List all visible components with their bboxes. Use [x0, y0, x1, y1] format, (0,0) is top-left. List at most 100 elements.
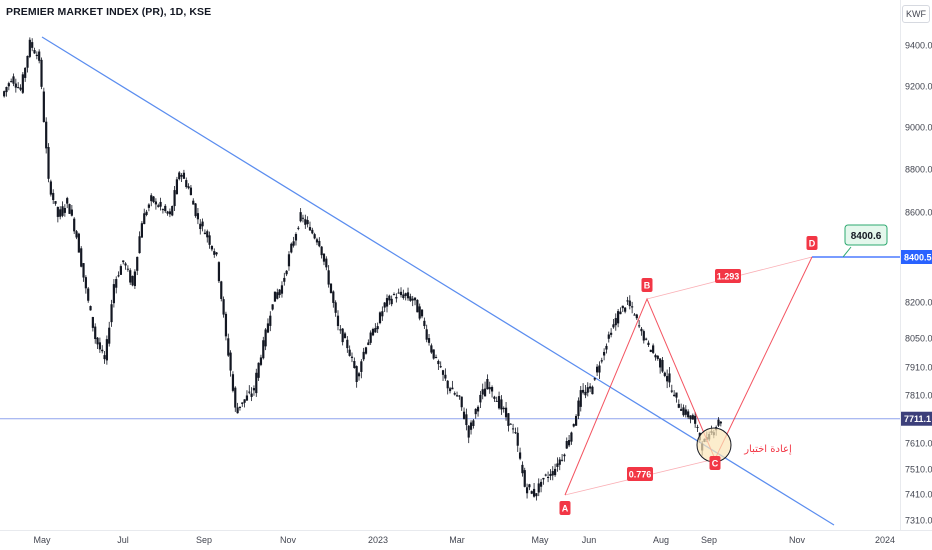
price-candle: [598, 365, 601, 373]
price-candle: [161, 209, 165, 211]
price-candle: [166, 211, 169, 214]
price-candle: [455, 395, 459, 397]
price-candle: [565, 441, 568, 449]
price-candle: [418, 306, 421, 319]
price-candle: [514, 432, 517, 434]
price-candle: [670, 390, 673, 392]
harmonic-point-d-bg: [806, 236, 818, 250]
price-candle: [59, 209, 62, 217]
price-candle: [112, 284, 115, 304]
price-candle: [680, 409, 683, 411]
price-candle: [346, 339, 349, 349]
price-candle: [495, 400, 498, 402]
price-candle: [388, 295, 391, 301]
harmonic-point-b: B: [641, 278, 653, 292]
price-candle: [229, 352, 232, 371]
price-candle: [537, 483, 540, 493]
price-candle: [684, 409, 687, 415]
x-tick-label: Jun: [582, 535, 597, 545]
x-tick-label: Nov: [280, 535, 297, 545]
price-candle: [521, 464, 524, 474]
price-candle: [185, 180, 188, 188]
price-candle: [652, 345, 655, 353]
price-candle: [661, 360, 664, 372]
price-candle: [360, 361, 363, 372]
price-candle: [395, 296, 398, 299]
harmonic-point-c-bg: [709, 456, 721, 470]
price-candle: [430, 345, 433, 353]
price-candle: [465, 414, 468, 426]
price-candle: [666, 376, 669, 382]
price-candle: [220, 281, 223, 299]
price-candle: [423, 320, 426, 327]
price-candle: [621, 305, 624, 309]
price-candle: [175, 179, 179, 195]
target-price-label-bg: [901, 250, 932, 264]
price-candle: [334, 302, 337, 313]
price-candle: [248, 391, 251, 393]
price-candle: [19, 87, 22, 90]
price-candle: [574, 415, 578, 426]
price-candle: [35, 54, 38, 56]
price-candle: [182, 172, 186, 179]
last-price-label-text: 7711.1: [904, 414, 931, 424]
price-candle: [245, 395, 249, 401]
price-candle: [586, 387, 589, 393]
ratio-label-ac: 0.776: [627, 467, 653, 481]
price-candle: [425, 329, 428, 340]
price-candle: [115, 279, 118, 288]
price-candle: [89, 306, 92, 311]
price-candle: [511, 428, 515, 430]
price-candle: [269, 315, 272, 326]
price-candle: [523, 470, 526, 487]
price-candle: [668, 373, 671, 383]
price-candle: [677, 404, 680, 408]
price-candle: [413, 297, 417, 301]
price-candle: [259, 357, 263, 365]
price-candle: [420, 309, 424, 317]
price-candle: [145, 211, 148, 215]
price-candle: [603, 351, 606, 356]
price-candle: [467, 425, 470, 438]
y-tick-label: 9400.0: [905, 41, 932, 51]
price-candle: [31, 42, 34, 48]
price-candle: [168, 211, 172, 215]
y-tick-label: 8800.0: [905, 165, 932, 175]
price-candle: [444, 374, 447, 379]
harmonic-point-a-bg: [559, 501, 571, 515]
price-candle: [556, 463, 559, 467]
price-candle: [530, 491, 533, 494]
harmonic-point-d-text: D: [809, 239, 816, 249]
price-candle: [378, 312, 382, 324]
price-candle: [649, 349, 652, 352]
harmonic-point-c: C: [709, 456, 721, 470]
price-candle: [61, 206, 64, 216]
target-price-label-text: 8400.5: [904, 253, 932, 263]
price-candle: [446, 380, 449, 389]
price-candle: [589, 386, 592, 389]
price-candle: [374, 328, 377, 333]
chart-title: PREMIER MARKET INDEX (PR), 1D, KSE: [6, 6, 212, 18]
y-tick-label: 7810.0: [905, 391, 932, 401]
price-candle: [582, 389, 585, 393]
price-candle: [383, 302, 386, 308]
price-candle: [117, 275, 120, 277]
price-candle: [14, 83, 17, 88]
price-candle: [584, 391, 587, 396]
price-candle: [481, 389, 484, 395]
price-candle: [236, 407, 239, 414]
price-candle: [290, 243, 293, 253]
price-candle: [42, 91, 45, 122]
price-candle: [178, 172, 181, 180]
price-candle: [402, 294, 405, 299]
price-candle: [45, 121, 48, 149]
price-candle: [663, 372, 666, 376]
price-candle: [264, 329, 267, 347]
price-candle: [131, 275, 134, 286]
currency-badge[interactable]: KWF: [902, 5, 930, 23]
x-tick-label: May: [33, 535, 51, 545]
price-candle: [371, 329, 375, 336]
price-candle: [348, 349, 351, 356]
price-candle: [546, 477, 550, 479]
